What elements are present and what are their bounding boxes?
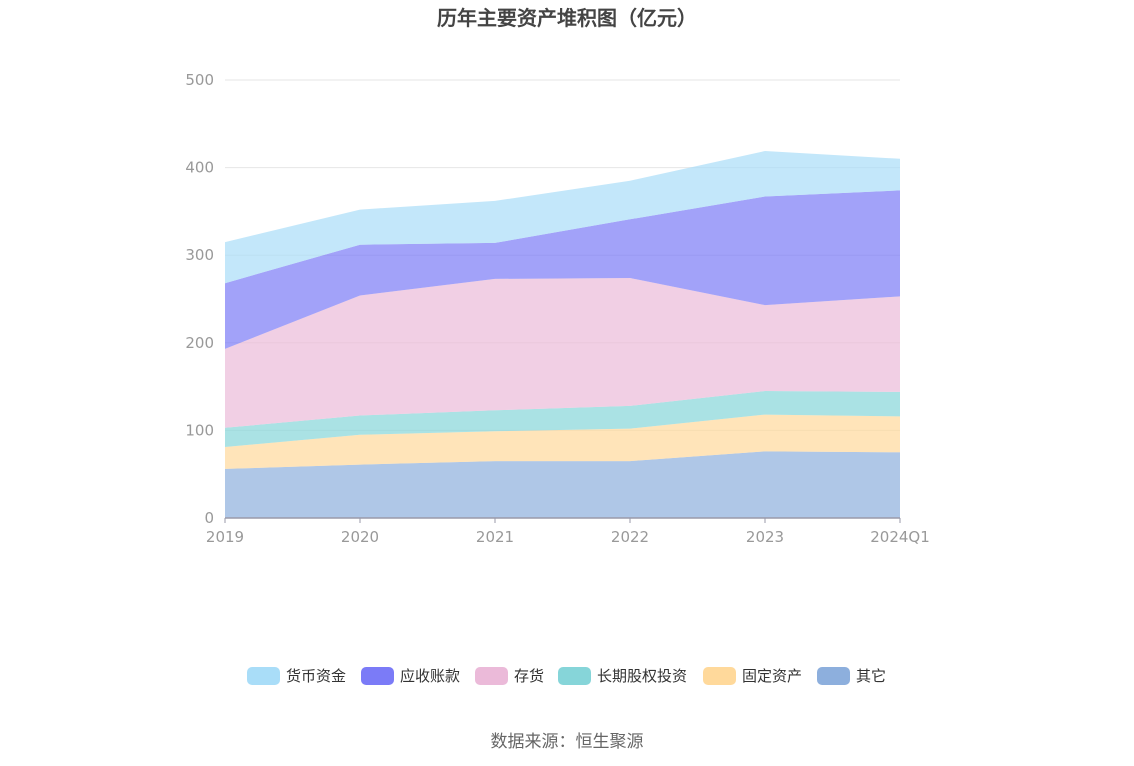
legend-item-存货[interactable]: 存货 [475, 667, 544, 685]
legend-swatch [817, 667, 850, 685]
x-tick-label: 2022 [611, 528, 649, 546]
area-series [225, 151, 900, 518]
x-tick-label: 2019 [206, 528, 244, 546]
area-存货 [225, 278, 900, 428]
legend-swatch [361, 667, 394, 685]
legend-label: 应收账款 [400, 667, 460, 685]
area-应收账款 [225, 190, 900, 349]
legend-label: 其它 [856, 667, 886, 685]
y-tick-label: 300 [185, 246, 214, 264]
legend-item-固定资产[interactable]: 固定资产 [703, 667, 802, 685]
legend-item-其它[interactable]: 其它 [817, 667, 886, 685]
legend-swatch [703, 667, 736, 685]
legend-label: 存货 [514, 667, 544, 685]
legend-label: 货币资金 [286, 667, 346, 685]
y-tick-label: 500 [185, 71, 214, 89]
y-tick-label: 200 [185, 334, 214, 352]
y-tick-label: 0 [204, 509, 214, 527]
x-tick-label: 2024Q1 [870, 528, 930, 546]
chart-title: 历年主要资产堆积图（亿元） [437, 6, 697, 30]
x-tick-label: 2021 [476, 528, 514, 546]
area-货币资金 [225, 151, 900, 284]
legend-item-长期股权投资[interactable]: 长期股权投资 [558, 667, 687, 685]
y-tick-label: 100 [185, 421, 214, 439]
axes: 2019 2020 2021 2022 2023 2024Q1 [206, 517, 930, 546]
area-长期股权投资 [225, 391, 900, 447]
legend-swatch [558, 667, 591, 685]
x-tick-label: 2023 [746, 528, 784, 546]
legend-swatch [475, 667, 508, 685]
legend-label: 固定资产 [742, 667, 802, 685]
legend-item-应收账款[interactable]: 应收账款 [361, 667, 460, 685]
legend-swatch [247, 667, 280, 685]
area-固定资产 [225, 414, 900, 469]
legend-item-货币资金[interactable]: 货币资金 [247, 667, 346, 685]
legend-label: 长期股权投资 [597, 667, 687, 685]
data-source: 数据来源：恒生聚源 [491, 732, 644, 752]
area-其它 [225, 451, 900, 518]
x-tick-label: 2020 [341, 528, 379, 546]
legend: 货币资金 应收账款 存货 长期股权投资 固定资产 其它 [247, 667, 886, 685]
y-tick-label: 400 [185, 159, 214, 177]
